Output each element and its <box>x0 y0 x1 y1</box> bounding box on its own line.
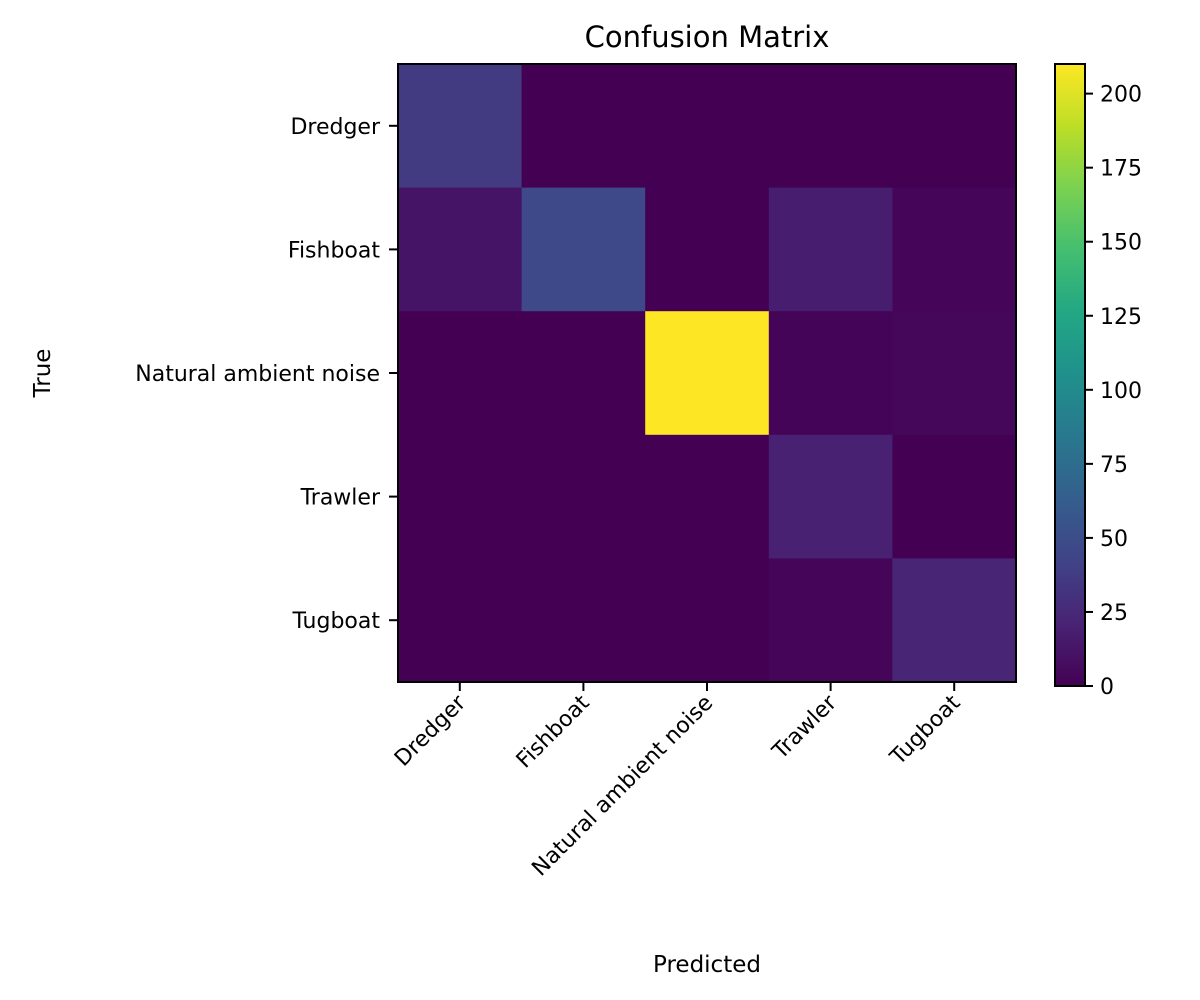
colorbar-tick-label: 25 <box>1100 601 1128 626</box>
chart-title: Confusion Matrix <box>585 20 830 54</box>
y-tick-label: Tugboat <box>291 609 380 634</box>
heatmap-cell <box>521 311 646 436</box>
x-tick-label: Tugboat <box>885 690 966 771</box>
heatmap-cell <box>768 187 893 312</box>
heatmap-cell <box>645 187 770 312</box>
colorbar-tick-label: 100 <box>1100 379 1142 404</box>
heatmap-cell <box>892 311 1017 436</box>
y-tick-label: Trawler <box>300 486 381 511</box>
heatmap-cell <box>521 187 646 312</box>
heatmap-cell <box>645 434 770 559</box>
colorbar-tick-label: 200 <box>1100 83 1142 108</box>
heatmap-cells <box>398 64 1017 683</box>
y-tick-label: Dredger <box>290 115 381 140</box>
heatmap-cell <box>521 558 646 683</box>
heatmap-cell <box>398 311 523 436</box>
heatmap-cell <box>398 187 523 312</box>
y-tick-label: Natural ambient noise <box>135 362 380 387</box>
y-axis-ticks: Dredger Fishboat Natural ambient noise Traw… <box>135 115 398 634</box>
heatmap-cell <box>768 311 893 436</box>
heatmap-cell <box>521 434 646 559</box>
colorbar-tick-label: 150 <box>1100 231 1142 256</box>
colorbar-ticks: 0 25 50 75 100 125 150 175 200 <box>1085 83 1142 700</box>
x-axis-label: Predicted <box>653 952 761 978</box>
colorbar-tick-label: 125 <box>1100 305 1142 330</box>
x-tick-label: Fishboat <box>512 690 595 773</box>
heatmap-cell <box>768 64 893 189</box>
x-tick-label: Dredger <box>390 690 472 772</box>
heatmap-cell <box>398 558 523 683</box>
heatmap-cell <box>892 187 1017 312</box>
heatmap-cell <box>645 311 770 436</box>
colorbar <box>1054 63 1086 687</box>
heatmap-cell <box>892 64 1017 189</box>
heatmap-cell <box>645 558 770 683</box>
heatmap-cell <box>892 434 1017 559</box>
y-axis-label: True <box>30 349 56 399</box>
colorbar-tick-label: 175 <box>1100 157 1142 182</box>
heatmap-cell <box>768 434 893 559</box>
y-tick-label: Fishboat <box>288 238 380 263</box>
colorbar-tick-label: 75 <box>1100 453 1128 478</box>
heatmap-cell <box>645 64 770 189</box>
x-tick-label: Trawler <box>767 690 842 765</box>
heatmap-cell <box>892 558 1017 683</box>
heatmap-cell <box>521 64 646 189</box>
heatmap-cell <box>768 558 893 683</box>
colorbar-tick-label: 50 <box>1100 527 1128 552</box>
colorbar-tick-label: 0 <box>1100 675 1114 700</box>
heatmap-cell <box>398 434 523 559</box>
heatmap-cell <box>398 64 523 189</box>
